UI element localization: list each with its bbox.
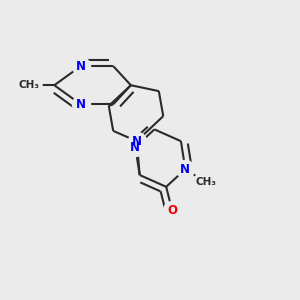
Text: O: O xyxy=(167,204,177,217)
Text: N: N xyxy=(76,98,86,111)
Text: N: N xyxy=(132,135,142,148)
Text: CH₃: CH₃ xyxy=(195,177,216,188)
Text: CH₃: CH₃ xyxy=(19,80,40,90)
Text: N: N xyxy=(180,163,190,176)
Text: N: N xyxy=(130,141,140,154)
Text: N: N xyxy=(76,60,86,73)
